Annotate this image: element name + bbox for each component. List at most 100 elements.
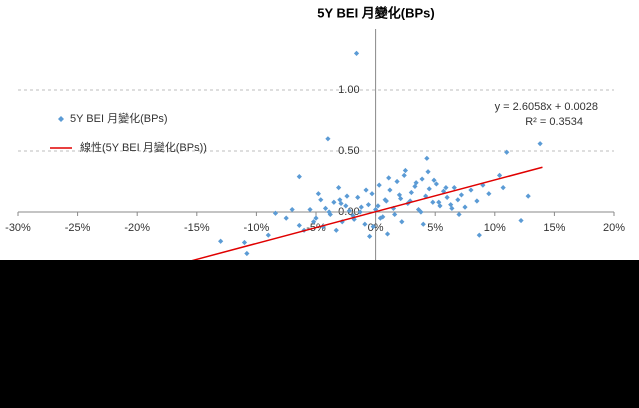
point	[244, 250, 250, 257]
point	[313, 215, 319, 221]
point	[296, 222, 302, 229]
point	[419, 176, 425, 182]
point	[537, 141, 543, 147]
point	[525, 193, 531, 199]
point	[325, 136, 331, 142]
point	[376, 182, 382, 188]
point	[365, 202, 372, 208]
point	[496, 172, 503, 178]
trend-line	[190, 166, 543, 262]
point	[363, 187, 369, 193]
point	[392, 211, 398, 218]
point	[433, 181, 439, 187]
legend-label: 5Y BEI 月變化(BPs)	[70, 111, 168, 125]
point	[402, 167, 408, 174]
y-tick-label: 0.50	[338, 145, 359, 157]
x-tick-label: 0%	[368, 222, 384, 234]
point	[367, 233, 373, 239]
point	[315, 191, 321, 197]
point	[350, 213, 356, 219]
x-tick-label: 20%	[603, 222, 625, 234]
point	[396, 192, 403, 198]
point	[265, 232, 271, 238]
redaction	[0, 260, 639, 408]
point	[380, 214, 386, 220]
point	[337, 197, 343, 203]
point	[375, 203, 381, 209]
point	[311, 219, 317, 225]
point	[500, 185, 506, 191]
point	[318, 197, 324, 203]
point	[474, 198, 480, 204]
point	[387, 187, 393, 193]
legend-marker	[58, 116, 64, 122]
point	[426, 186, 432, 192]
point	[476, 232, 482, 238]
x-tick-label: -15%	[184, 222, 210, 234]
point	[449, 205, 455, 211]
r-squared: R² = 0.3534	[525, 116, 583, 128]
point	[418, 209, 424, 215]
chart-title: 5Y BEI 月變化(BPs)	[317, 5, 435, 20]
point	[424, 155, 430, 161]
x-tick-label: 5%	[427, 222, 443, 234]
point	[420, 221, 426, 227]
point	[289, 206, 295, 213]
point	[344, 193, 350, 199]
point	[451, 185, 457, 191]
point	[373, 206, 379, 213]
point	[331, 199, 337, 205]
point	[518, 217, 524, 224]
point	[399, 219, 405, 225]
point	[458, 192, 465, 198]
point	[444, 194, 450, 200]
x-tick-label: -10%	[244, 222, 270, 234]
point	[326, 209, 332, 215]
point	[343, 203, 349, 209]
point	[307, 206, 313, 213]
point	[355, 194, 361, 200]
x-tick-label: -20%	[124, 222, 150, 234]
point	[436, 199, 442, 205]
point	[455, 197, 461, 203]
point	[486, 191, 492, 197]
point	[456, 211, 462, 218]
point	[357, 209, 363, 215]
point	[351, 216, 357, 222]
x-tick-label: -25%	[65, 222, 91, 234]
point	[382, 197, 388, 203]
point	[415, 206, 422, 213]
point	[370, 224, 376, 230]
legend-label: 線性(5Y BEI 月變化(BPs))	[80, 140, 207, 154]
point	[346, 208, 352, 214]
point	[394, 178, 400, 185]
point	[504, 149, 510, 155]
point	[413, 180, 419, 186]
point	[353, 50, 360, 56]
point	[333, 227, 339, 233]
point	[430, 199, 436, 205]
point	[358, 204, 364, 210]
point	[401, 172, 407, 178]
point	[283, 215, 289, 221]
point	[296, 174, 302, 180]
point	[218, 238, 224, 244]
x-tick-label: 15%	[543, 222, 565, 234]
point	[408, 189, 414, 196]
point	[336, 185, 342, 191]
point	[369, 191, 375, 197]
point	[407, 198, 413, 204]
point	[320, 224, 326, 230]
point	[431, 177, 437, 183]
point	[443, 185, 449, 191]
point	[462, 204, 468, 210]
x-tick-label: 10%	[484, 222, 506, 234]
point	[362, 221, 368, 227]
point	[241, 239, 248, 246]
equation: y = 2.6058x + 0.0028	[495, 101, 598, 113]
point	[468, 187, 474, 193]
point	[386, 175, 392, 181]
point	[338, 200, 344, 207]
point	[425, 169, 431, 175]
